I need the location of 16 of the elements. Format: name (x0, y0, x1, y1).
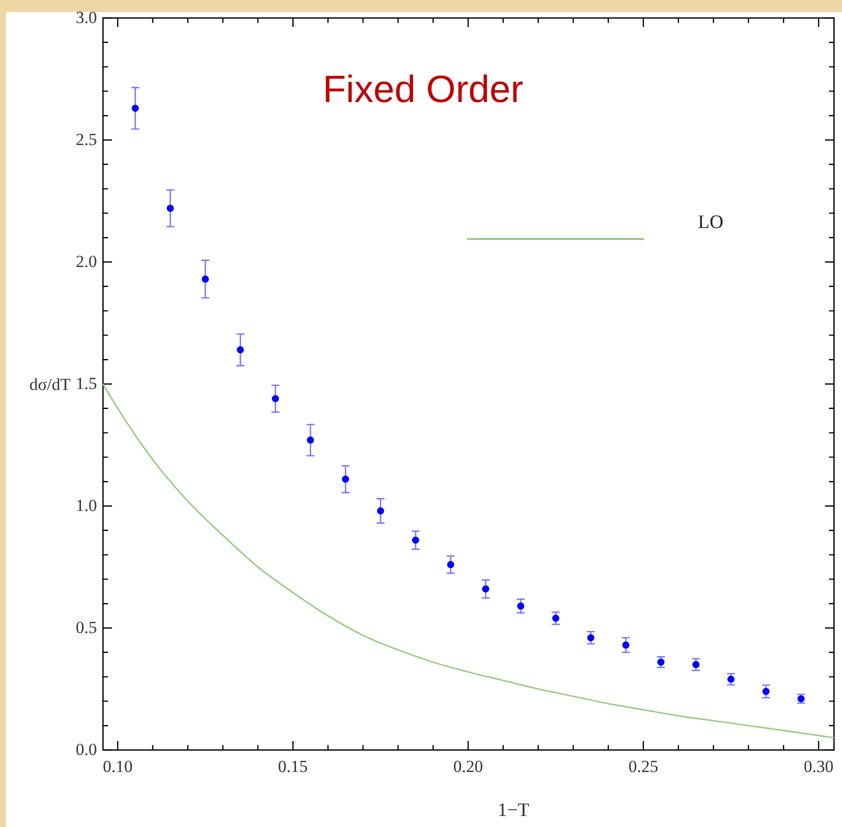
x-tick-label: 0.10 (102, 757, 133, 776)
x-tick-label: 0.30 (804, 757, 834, 776)
y-axis-title: dσ/dT (29, 375, 72, 394)
y-tick-label: 1.5 (76, 374, 97, 393)
y-tick-label: 2.0 (76, 252, 97, 271)
y-tick-label: 0.0 (76, 740, 97, 759)
y-tick-label: 2.5 (76, 130, 97, 149)
text: Fixed Order (322, 69, 524, 111)
text: LO (698, 212, 724, 233)
x-tick-label: 0.25 (628, 757, 658, 776)
y-tick-label: 1.0 (76, 496, 97, 515)
x-tick-label: 0.15 (278, 757, 308, 776)
y-tick-label: 0.5 (76, 618, 97, 637)
y-tick-label: 3.0 (76, 8, 97, 27)
x-axis-title: 1−T (498, 800, 530, 821)
x-tick-label: 0.20 (453, 757, 484, 776)
